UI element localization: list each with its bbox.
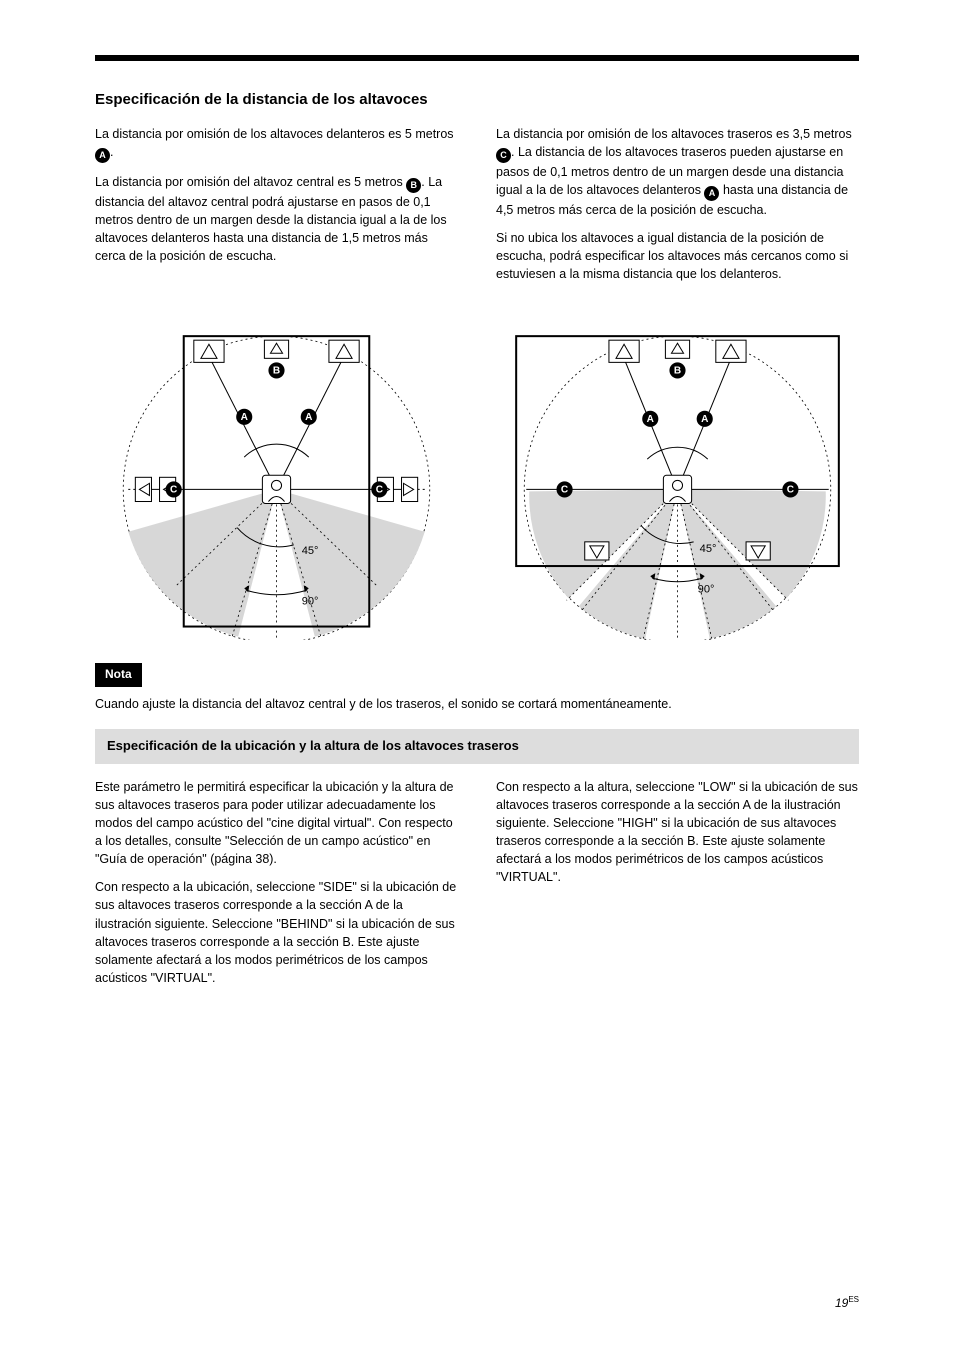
svg-text:B: B xyxy=(674,365,681,376)
diagram-right-wide: 45° 90° xyxy=(496,318,859,646)
outer-angle-2: 90° xyxy=(698,583,715,595)
outer-angle-1: 90° xyxy=(302,595,319,607)
para-center: La distancia por omisión del altavoz cen… xyxy=(95,173,458,266)
tip-body: Cuando ajuste la distancia del altavoz c… xyxy=(95,695,859,713)
svg-text:A: A xyxy=(305,411,313,422)
col-right: La distancia por omisión de los altavoce… xyxy=(496,125,859,294)
section-heading-rear-placement: Especificación de la ubicación y la altu… xyxy=(95,729,859,764)
label-b-badge: B xyxy=(406,178,421,193)
tip-head: Nota xyxy=(95,663,142,686)
bottom-columns: Este parámetro le permitirá especificar … xyxy=(95,778,859,997)
svg-text:C: C xyxy=(561,484,568,495)
inner-angle-2: 45° xyxy=(700,542,717,554)
page-number: 19ES xyxy=(835,1294,859,1312)
svg-text:A: A xyxy=(241,411,249,422)
top-rule xyxy=(95,55,859,61)
section-heading-distance: Especificación de la distancia de los al… xyxy=(95,89,859,111)
para-spec: Si no ubica los altavoces a igual distan… xyxy=(496,229,859,283)
b-col-left: Este parámetro le permitirá especificar … xyxy=(95,778,458,997)
label-a-badge: A xyxy=(95,148,110,163)
label-a-badge-2: A xyxy=(704,186,719,201)
para-front: La distancia por omisión de los altavoce… xyxy=(95,125,458,163)
pn-suffix: ES xyxy=(848,1295,859,1304)
top-columns: La distancia por omisión de los altavoce… xyxy=(95,125,859,294)
para-rear: La distancia por omisión de los altavoce… xyxy=(496,125,859,219)
b-para2: Con respecto a la ubicación, seleccione … xyxy=(95,878,458,987)
col-left: La distancia por omisión de los altavoce… xyxy=(95,125,458,294)
b-col-right: Con respecto a la altura, seleccione "LO… xyxy=(496,778,859,997)
speaker-diagrams: 45° 90° xyxy=(95,318,859,646)
t: . xyxy=(110,145,113,159)
inner-angle-1: 45° xyxy=(302,545,319,557)
b-para3: Con respecto a la altura, seleccione "LO… xyxy=(496,778,859,887)
diagram-left-narrow: 45° 90° xyxy=(95,318,458,646)
pn-main: 19 xyxy=(835,1296,848,1310)
t: La distancia por omisión de los altavoce… xyxy=(95,127,454,141)
t: La distancia por omisión del altavoz cen… xyxy=(95,175,406,189)
svg-text:C: C xyxy=(170,484,177,495)
b-para1: Este parámetro le permitirá especificar … xyxy=(95,778,458,869)
svg-text:A: A xyxy=(701,413,709,424)
svg-text:A: A xyxy=(647,413,655,424)
svg-text:C: C xyxy=(787,484,794,495)
svg-text:B: B xyxy=(273,365,280,376)
svg-text:C: C xyxy=(376,484,383,495)
label-c-badge: C xyxy=(496,148,511,163)
tip-block: Nota Cuando ajuste la distancia del alta… xyxy=(95,663,859,713)
t: La distancia por omisión de los altavoce… xyxy=(496,127,852,141)
